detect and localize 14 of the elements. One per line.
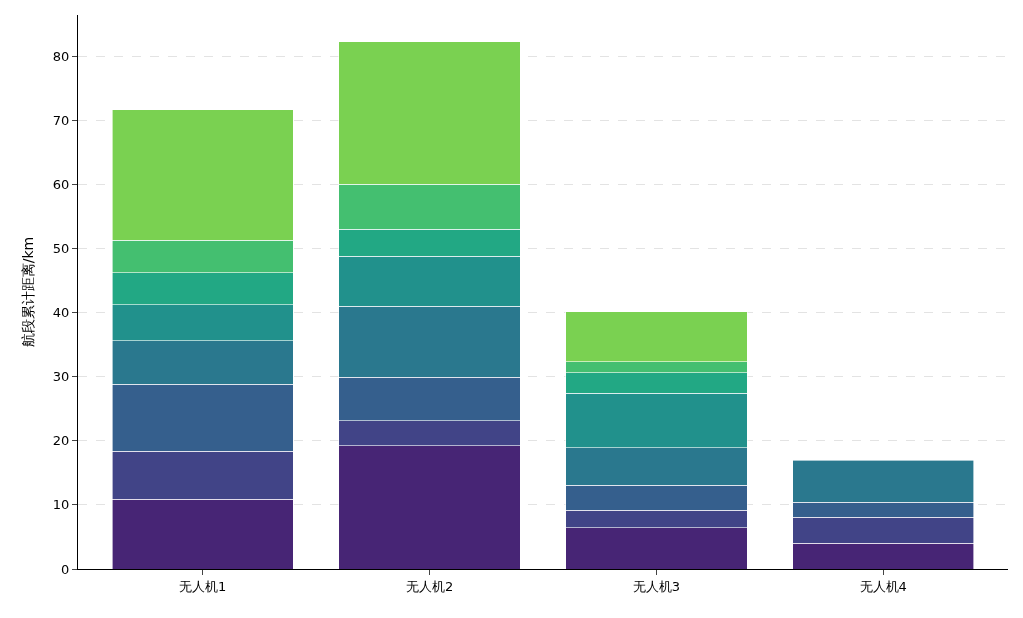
y-tick-label: 50	[52, 240, 70, 256]
x-tick-label: 无人机4	[859, 578, 907, 594]
y-tick-label: 0	[61, 561, 70, 577]
y-tick-label: 60	[52, 176, 70, 192]
y-tick-label: 70	[52, 112, 70, 128]
y-tick-label: 80	[52, 48, 70, 64]
y-tick-label: 30	[52, 369, 70, 385]
x-tick-label: 无人机2	[405, 578, 454, 594]
y-tick-label: 20	[52, 433, 70, 449]
x-tick-label: 无人机3	[632, 578, 681, 594]
x-tick-label: 无人机1	[179, 578, 227, 594]
y-tick-label: 10	[52, 497, 70, 513]
y-axis-title: 航段累计距离/km	[20, 236, 37, 348]
y-tick-label: 40	[52, 305, 70, 321]
